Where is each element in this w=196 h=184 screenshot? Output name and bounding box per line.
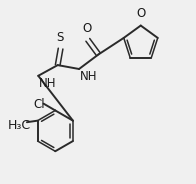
Text: O: O [136,7,145,20]
Text: NH: NH [80,70,98,83]
Text: NH: NH [39,77,57,90]
Text: O: O [82,22,92,35]
Text: S: S [56,31,63,44]
Text: Cl: Cl [33,98,44,111]
Text: H₃C: H₃C [8,119,31,132]
